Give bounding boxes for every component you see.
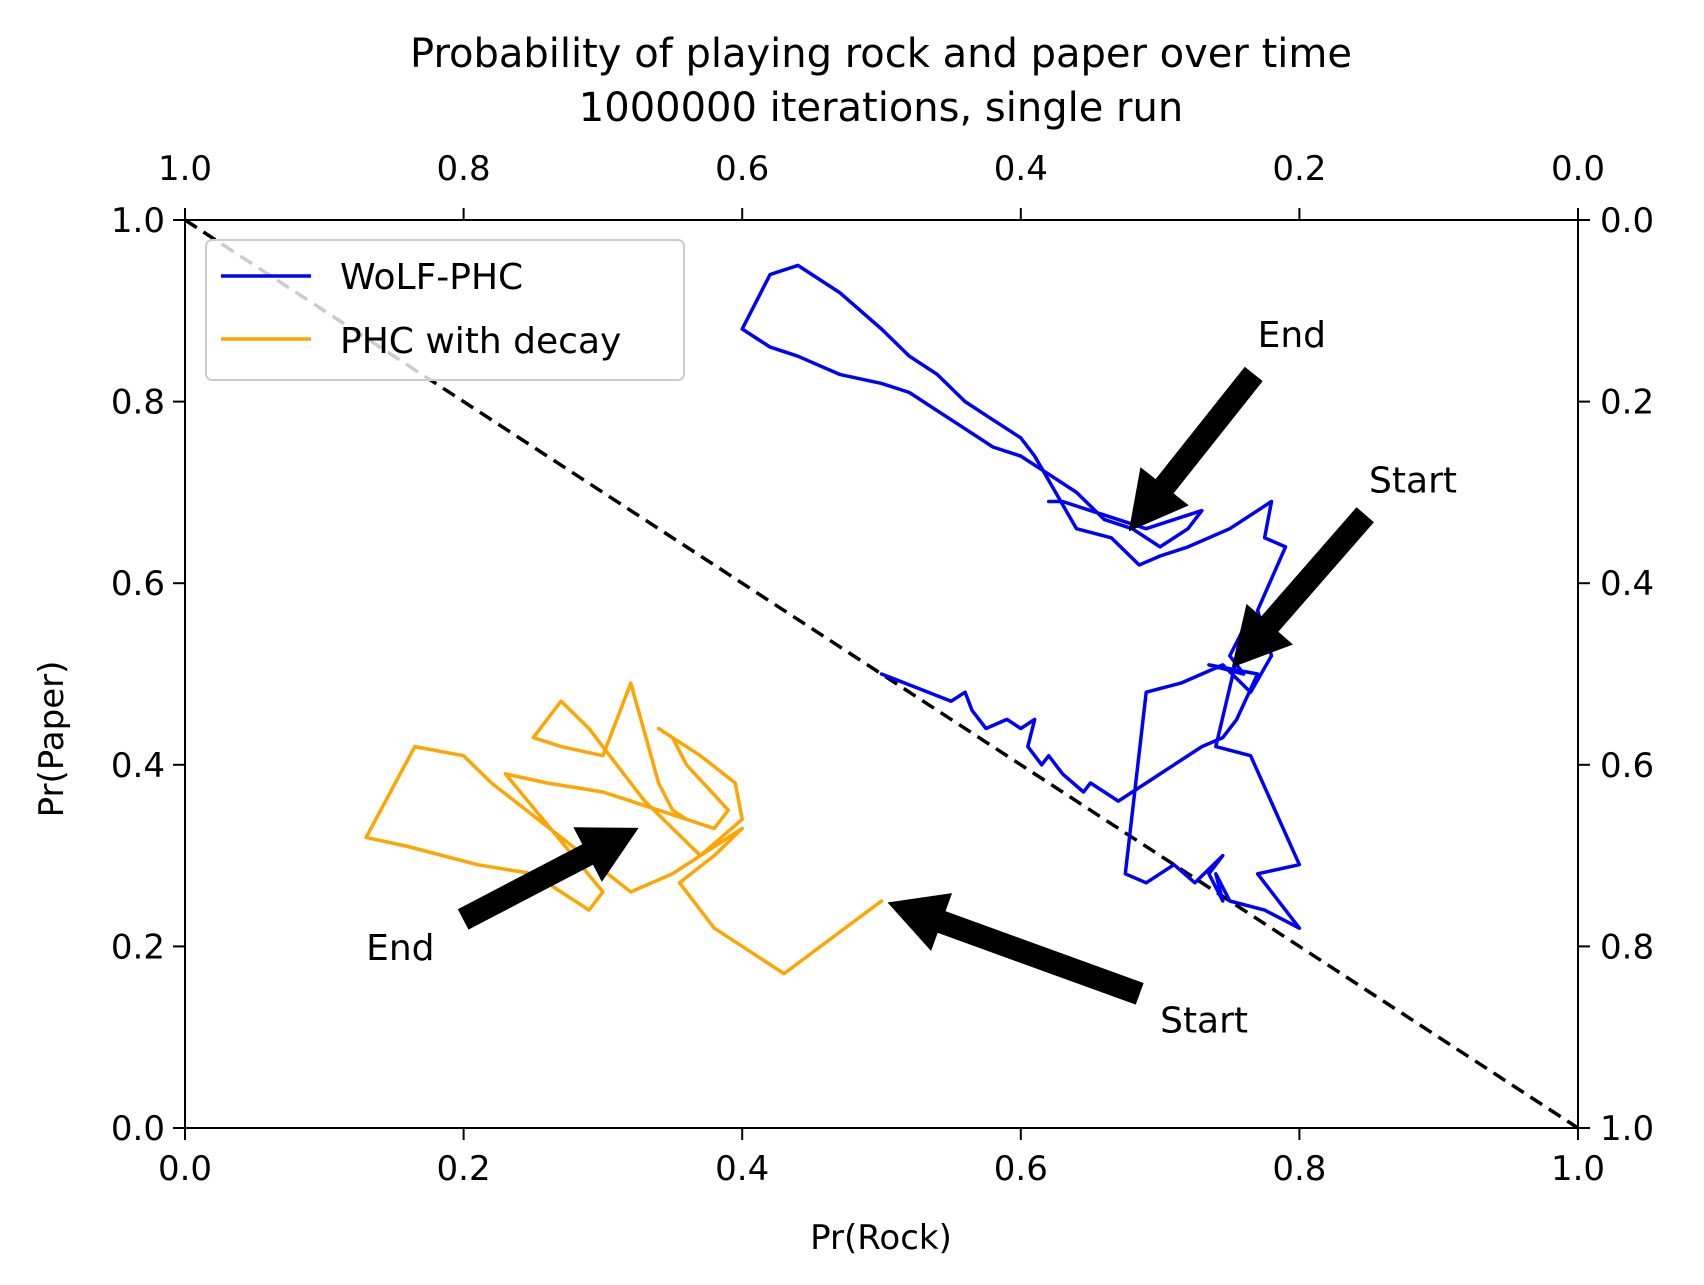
y-tick-label-left-2: 0.4 xyxy=(111,746,165,786)
annotation-arrow-0 xyxy=(1128,366,1263,532)
y-tick-label-right-4: 0.2 xyxy=(1600,383,1654,423)
y-tick-label-right-5: 0.0 xyxy=(1600,201,1654,241)
y-tick-label-right-0: 1.0 xyxy=(1600,1109,1654,1149)
y-tick-label-left-3: 0.6 xyxy=(111,564,165,604)
annotation-label-0: End xyxy=(1258,315,1326,356)
x-tick-label-top-4: 0.2 xyxy=(1272,149,1326,189)
x-axis-label: Pr(Rock) xyxy=(810,1218,952,1258)
x-tick-label-bottom-1: 0.2 xyxy=(437,1149,491,1189)
plot-area: End Start End Start 0.0 1.0 0.0 1.0 0.2 0.8 0.2 0.8… xyxy=(111,149,1654,1189)
annotation-label-2: End xyxy=(366,928,434,969)
plot-frame xyxy=(184,219,1579,1129)
y-tick-label-right-3: 0.4 xyxy=(1600,564,1654,604)
legend-label-wolf-phc: WoLF-PHC xyxy=(340,257,523,298)
x-tick-label-top-1: 0.8 xyxy=(437,149,491,189)
y-tick-label-left-5: 1.0 xyxy=(111,201,165,241)
x-tick-label-bottom-5: 1.0 xyxy=(1551,1149,1605,1189)
legend: WoLF-PHC PHC with decay xyxy=(205,239,685,381)
x-tick-label-bottom-4: 0.8 xyxy=(1272,1149,1326,1189)
y-axis-label: Pr(Paper) xyxy=(32,661,72,818)
x-tick-label-top-5: 0.0 xyxy=(1551,149,1605,189)
x-tick-label-top-2: 0.6 xyxy=(715,149,769,189)
annotation-arrow-2 xyxy=(457,827,639,930)
annotation-arrow-3 xyxy=(887,893,1144,1005)
x-tick-label-top-3: 0.4 xyxy=(994,149,1048,189)
x-tick-label-bottom-2: 0.4 xyxy=(715,1149,769,1189)
legend-label-phc-with-decay: PHC with decay xyxy=(340,321,621,362)
y-tick-label-left-1: 0.2 xyxy=(111,927,165,967)
annotation-arrow-1 xyxy=(1231,507,1374,668)
y-tick-label-right-2: 0.6 xyxy=(1600,746,1654,786)
x-tick-label-bottom-3: 0.6 xyxy=(994,1149,1048,1189)
chart-subtitle: 1000000 iterations, single run xyxy=(579,85,1183,131)
y-tick-label-left-0: 0.0 xyxy=(111,1109,165,1149)
x-tick-label-top-0: 1.0 xyxy=(158,149,212,189)
chart-title: Probability of playing rock and paper ov… xyxy=(410,31,1352,77)
y-tick-label-left-4: 0.8 xyxy=(111,383,165,423)
legend-box xyxy=(205,239,685,381)
x-tick-label-bottom-0: 0.0 xyxy=(158,1149,212,1189)
y-tick-label-right-1: 0.8 xyxy=(1600,927,1654,967)
series-line-wolf-phc xyxy=(740,263,1302,930)
annotation-label-1: Start xyxy=(1369,460,1457,501)
annotation-label-3: Start xyxy=(1160,1001,1248,1042)
series-line-phc-with-decay xyxy=(364,681,884,976)
